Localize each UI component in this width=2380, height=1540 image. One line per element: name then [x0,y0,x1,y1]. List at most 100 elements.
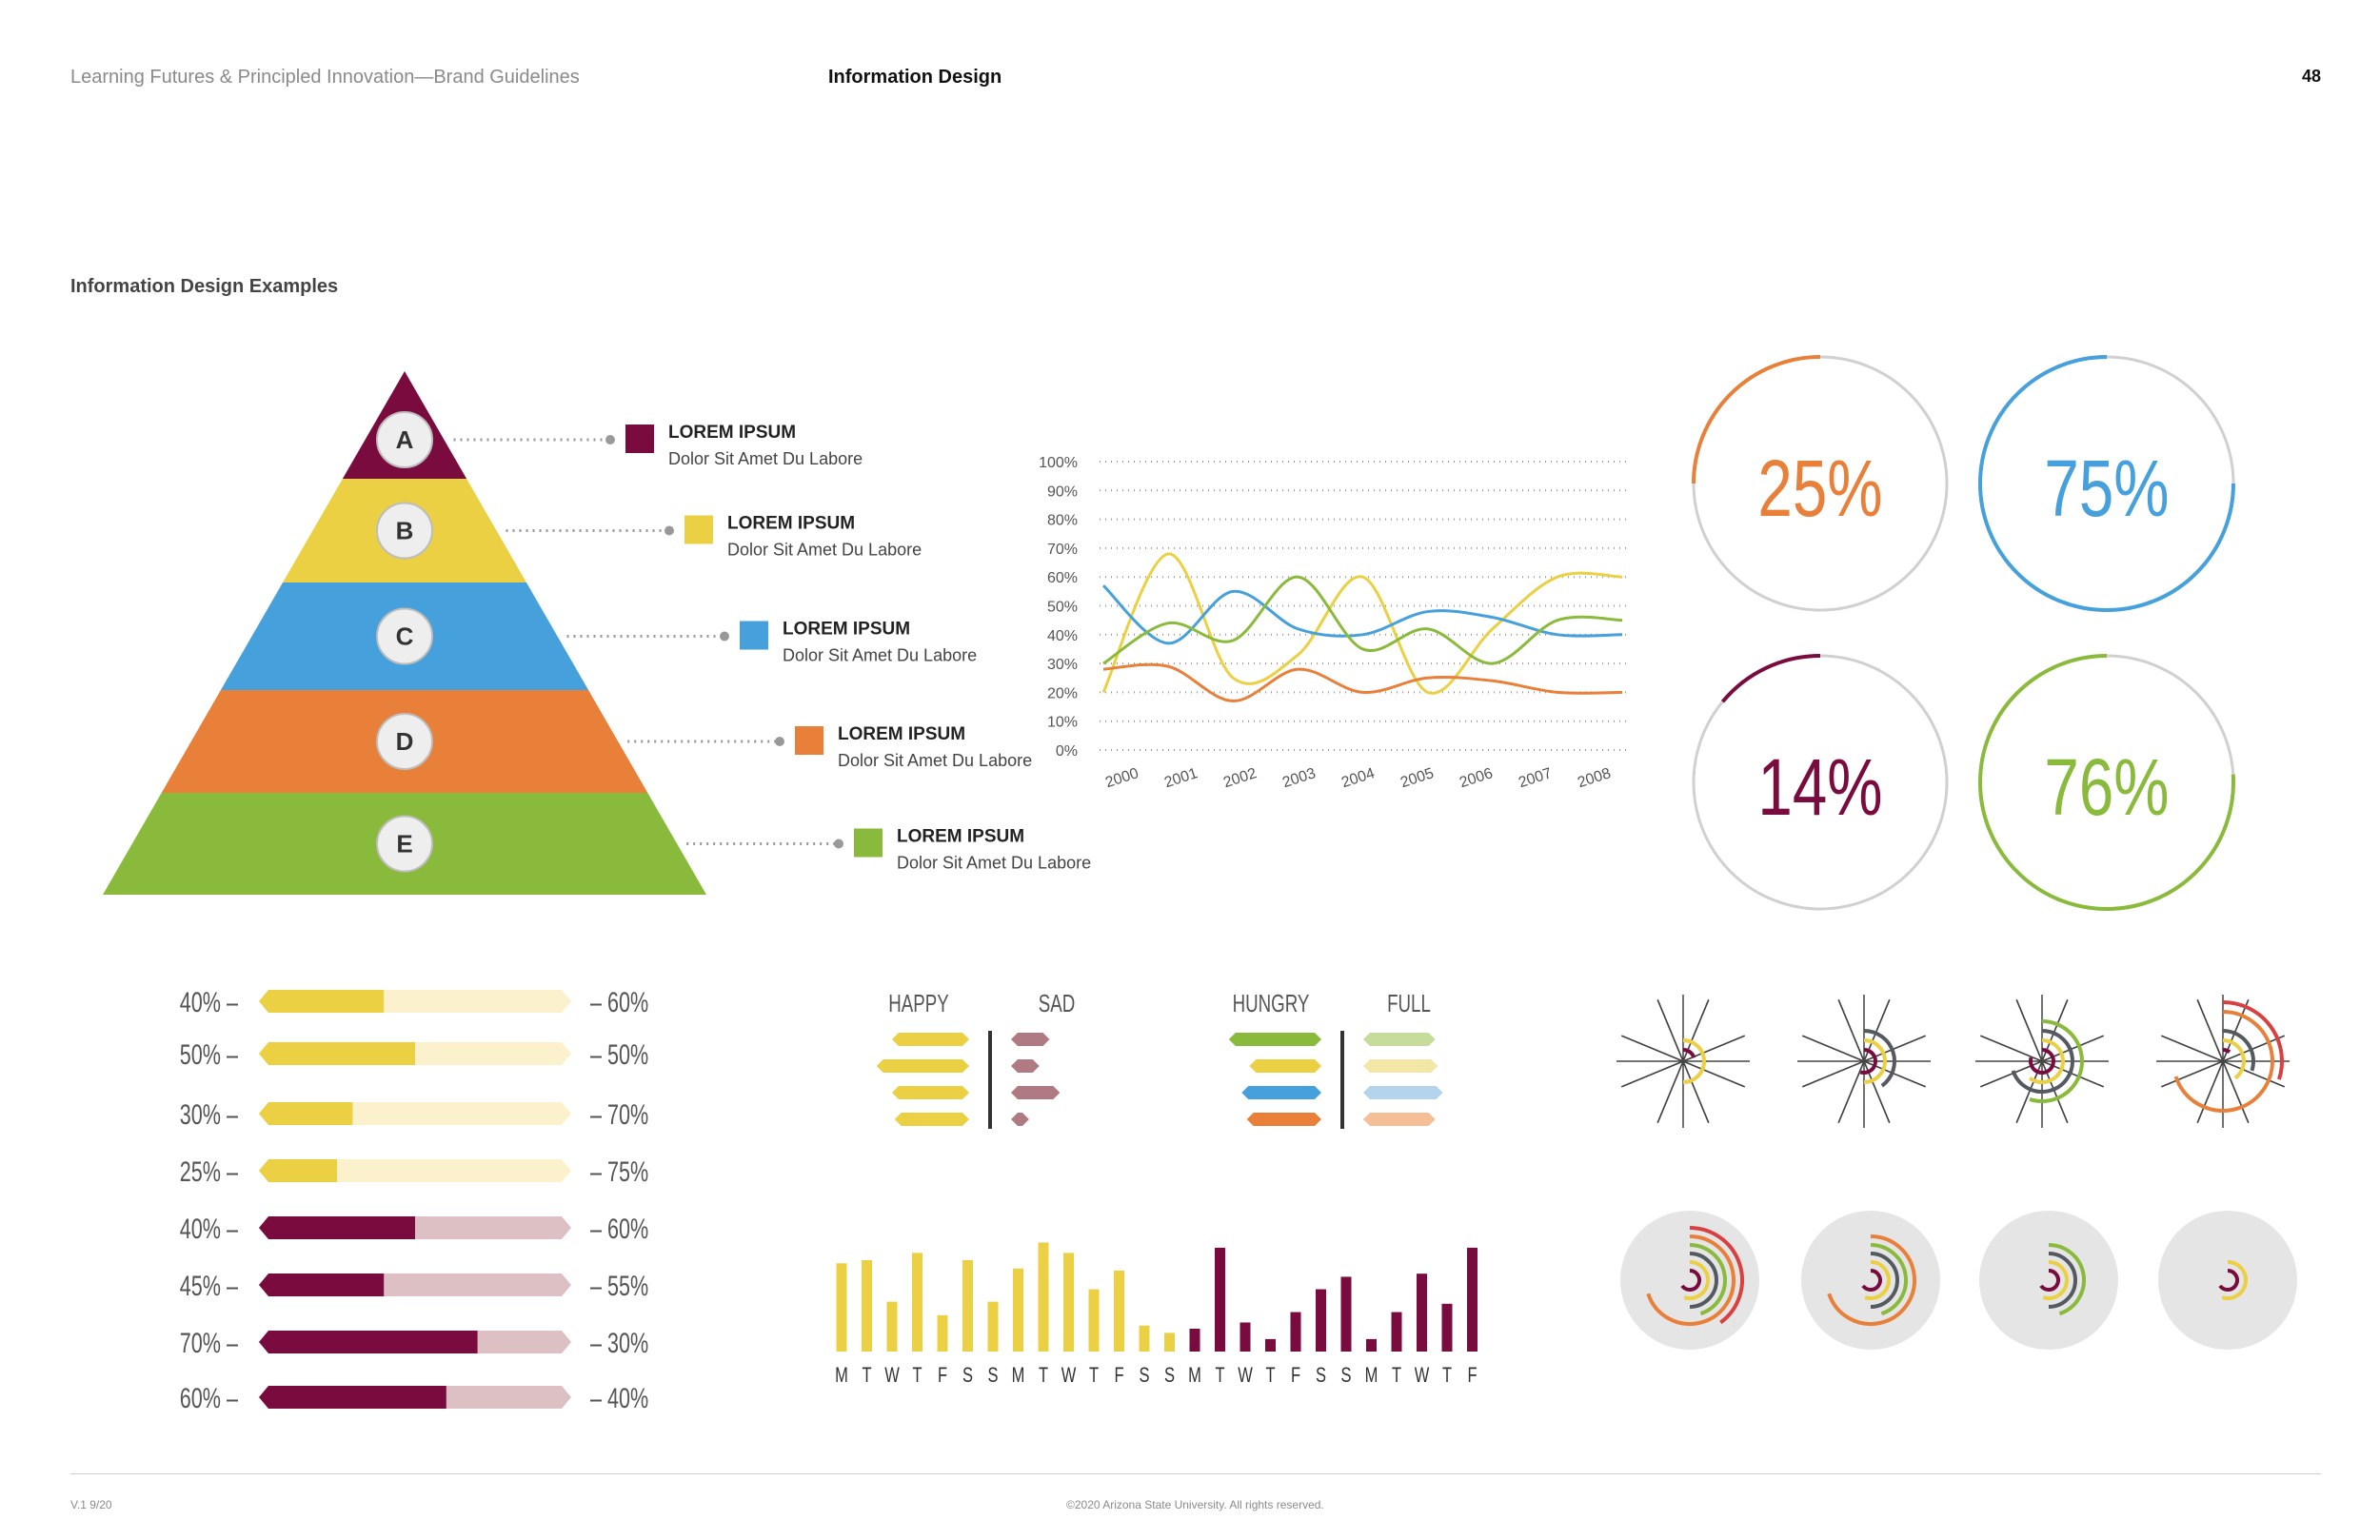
week-bar [1467,1247,1478,1352]
leader-dot [605,435,615,444]
series-line-orange [1102,662,1623,702]
mood-bar-right [1363,1059,1438,1073]
level-letter: C [396,622,414,651]
bar-left-label: 70% – [180,1326,239,1358]
level-letter: B [396,517,414,545]
radial-ring-dark [1863,1029,1896,1088]
section-title: Information Design Examples [70,276,339,297]
x-tick-label: 2006 [1458,765,1495,791]
week-day-label: W [1238,1364,1253,1388]
radial-ring-yellow [1863,1038,1887,1084]
y-tick-label: 90% [1047,484,1078,500]
bar-fill [259,1042,415,1065]
legend-subtitle: Dolor Sit Amet Du Labore [838,751,1032,770]
bar-right-label: – 70% [590,1097,648,1130]
legend-swatch [740,621,768,650]
mood-bar-left [1246,1113,1321,1126]
bar-fill [259,1386,446,1409]
week-bar [962,1260,973,1352]
leader-dot [775,737,784,746]
radial-ring-maroon [2218,1269,2239,1292]
x-tick-label: 2000 [1103,765,1140,791]
week-day-label: S [1164,1364,1175,1388]
mood-left-label: HAPPY [888,989,948,1017]
week-bar [1391,1312,1402,1352]
bar-right-label: – 75% [590,1155,648,1187]
radial-ring-yellow [2222,1038,2246,1080]
pyramid-diagram: A LOREM IPSUM Dolor Sit Amet Du Labore B LOR… [103,371,1091,895]
legend-subtitle: Dolor Sit Amet Du Labore [897,854,1091,873]
week-day-label: T [1442,1364,1452,1388]
week-bar [1240,1322,1251,1352]
radial-ring-yellow [1682,1038,1706,1084]
week-day-label: F [938,1364,947,1388]
week-day-label: S [1340,1364,1351,1388]
bar-fill [259,1216,415,1239]
week-bar [836,1263,847,1352]
x-tick-label: 2007 [1517,765,1554,791]
week-day-label: F [1114,1364,1123,1388]
week-bar [1038,1242,1049,1352]
radial-ring-dark [2048,1252,2077,1309]
week-bar [987,1301,999,1352]
mood-bar-right [1363,1086,1443,1099]
radial-ring-maroon [1861,1269,1882,1292]
bar-fill [259,1159,337,1182]
y-tick-label: 0% [1056,743,1078,760]
bar-left-label: 40% – [180,985,239,1017]
y-tick-label: 70% [1047,542,1078,558]
footer-version: V.1 9/20 [70,1498,112,1511]
legend-title: LOREM IPSUM [897,827,1024,847]
series-line-blue [1101,584,1623,645]
x-tick-label: 2008 [1576,765,1613,791]
week-bar [886,1301,898,1352]
radial-disc [1979,1211,2118,1350]
radial-ring-maroon [2039,1269,2060,1292]
week-bar [1316,1289,1326,1352]
gauge-arc [1720,654,1821,703]
footer-copyright: ©2020 Arizona State University. All righ… [1066,1498,1324,1511]
mood-bar-left [1228,1033,1321,1046]
x-tick-label: 2005 [1398,765,1436,791]
week-bar [1189,1329,1200,1352]
series-line-green [1102,575,1623,665]
header-guide-title: Learning Futures & Principled Innovation… [70,67,580,88]
week-day-label: M [835,1364,848,1388]
radial-ring-green [1689,1243,1727,1316]
radial-ring-dark [2011,1029,2074,1094]
radial-ring-green [2048,1243,2086,1316]
mood-right-label: FULL [1387,989,1431,1017]
week-day-label: M [1188,1364,1201,1388]
radial-ring-maroon [1682,1048,1696,1059]
week-bar [1265,1338,1276,1352]
legend-subtitle: Dolor Sit Amet Du Labore [727,541,922,560]
legend-title: LOREM IPSUM [668,423,796,443]
gauge-value: 14% [1757,742,1882,832]
x-tick-label: 2001 [1162,765,1200,791]
radial-ring-red [1689,1226,1744,1325]
x-tick-label: 2003 [1280,765,1318,791]
radial-ring-yellow [1864,1260,1891,1300]
week-day-label: S [1316,1364,1326,1388]
mood-bar-right [1011,1059,1040,1073]
mood-bar-left [892,1033,969,1046]
radial-ring-maroon [2029,1048,2055,1075]
header-section-name: Information Design [828,67,1002,88]
week-day-label: T [1265,1364,1275,1388]
mood-bar-right [1011,1086,1061,1099]
radial-ring-orange [1646,1234,1735,1326]
week-day-label: S [1139,1364,1149,1388]
week-bar [1063,1253,1074,1352]
mood-left-label: HUNGRY [1233,989,1310,1017]
level-letter: E [396,830,412,859]
bar-right-label: – 60% [590,985,648,1017]
radial-disc [1620,1211,1759,1350]
mood-bar-right [1363,1113,1436,1126]
radial-ring-green [2029,1019,2084,1103]
level-badge [376,713,433,770]
week-day-label: S [987,1364,998,1388]
week-day-label: T [1089,1364,1099,1388]
x-tick-label: 2002 [1221,765,1259,791]
footer-divider [70,1473,2321,1474]
bar-right-label: – 60% [590,1212,648,1244]
